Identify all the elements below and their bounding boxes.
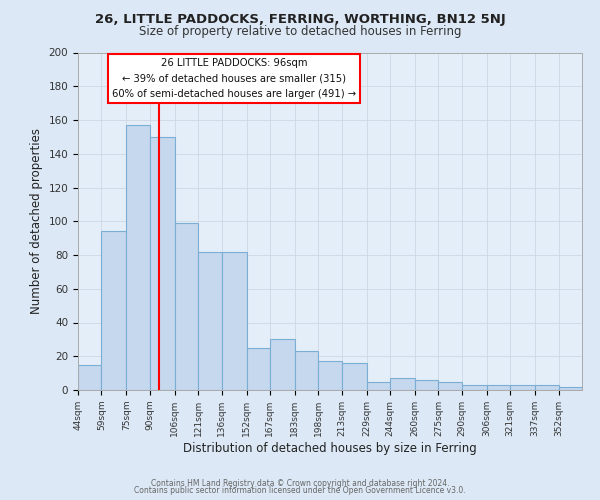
Bar xyxy=(462,385,487,390)
Bar xyxy=(150,137,175,390)
Bar xyxy=(198,252,221,390)
Bar xyxy=(535,385,559,390)
Bar xyxy=(270,340,295,390)
Text: Contains public sector information licensed under the Open Government Licence v3: Contains public sector information licen… xyxy=(134,486,466,495)
Text: Contains HM Land Registry data © Crown copyright and database right 2024.: Contains HM Land Registry data © Crown c… xyxy=(151,478,449,488)
Y-axis label: Number of detached properties: Number of detached properties xyxy=(30,128,43,314)
Bar xyxy=(295,351,318,390)
Bar xyxy=(415,380,439,390)
Bar xyxy=(221,252,247,390)
Bar xyxy=(439,382,462,390)
X-axis label: Distribution of detached houses by size in Ferring: Distribution of detached houses by size … xyxy=(183,442,477,454)
Bar xyxy=(247,348,270,390)
Bar xyxy=(127,125,150,390)
Bar xyxy=(101,232,127,390)
Text: 26, LITTLE PADDOCKS, FERRING, WORTHING, BN12 5NJ: 26, LITTLE PADDOCKS, FERRING, WORTHING, … xyxy=(95,12,505,26)
Text: 26 LITTLE PADDOCKS: 96sqm
← 39% of detached houses are smaller (315)
60% of semi: 26 LITTLE PADDOCKS: 96sqm ← 39% of detac… xyxy=(112,58,356,99)
Bar xyxy=(390,378,415,390)
Bar xyxy=(175,223,198,390)
Bar xyxy=(318,362,342,390)
Bar xyxy=(510,385,535,390)
Bar xyxy=(487,385,510,390)
Bar xyxy=(559,386,582,390)
Bar xyxy=(78,364,101,390)
Bar xyxy=(342,363,367,390)
Bar xyxy=(367,382,390,390)
Text: Size of property relative to detached houses in Ferring: Size of property relative to detached ho… xyxy=(139,25,461,38)
